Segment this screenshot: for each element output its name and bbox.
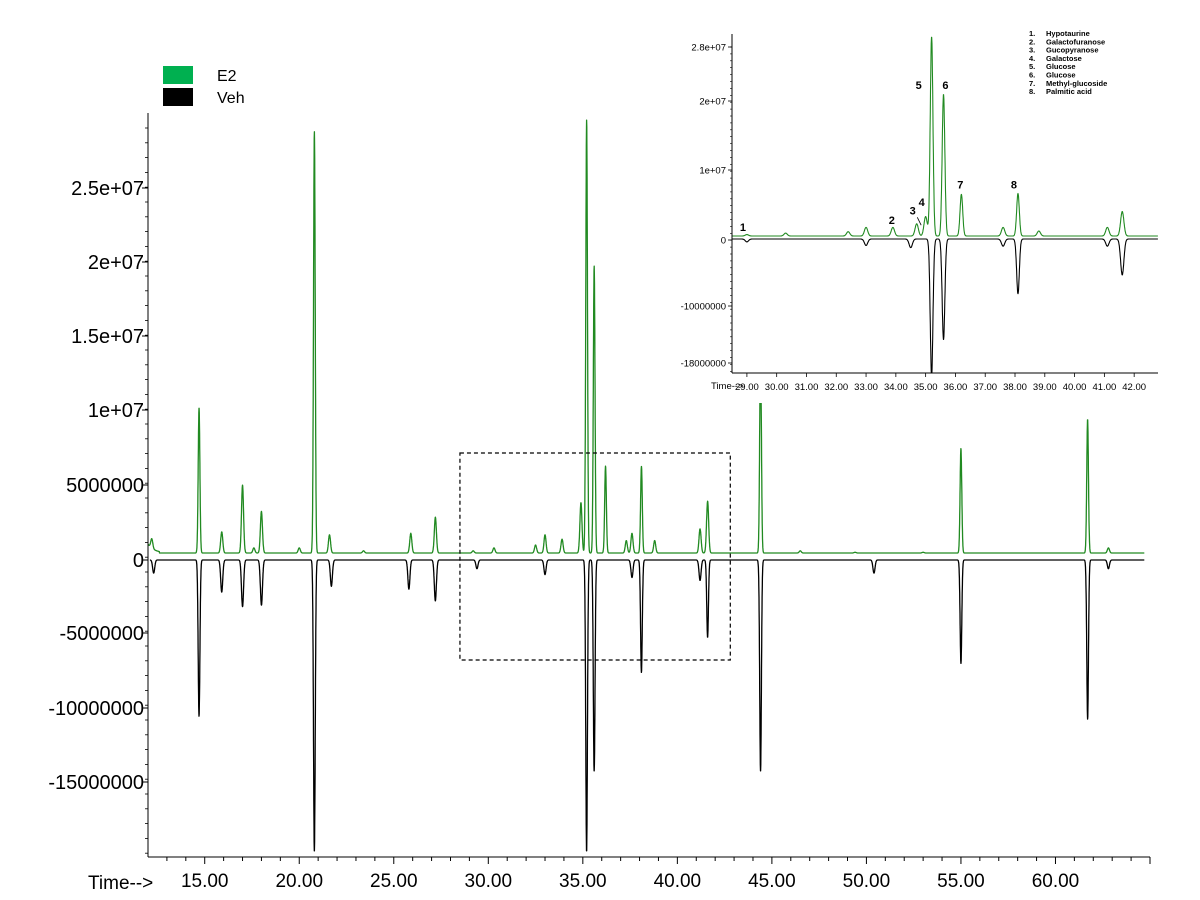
zoom-region-box [459,452,731,661]
inset-y-tick-label: -10000000 [681,302,726,313]
inset-x-tick-label: 30.00 [765,382,789,393]
legend: E2 Veh [163,66,245,107]
inset-x-tick-label: 38.00 [1003,382,1027,393]
inset-x-tick-label: 32.00 [824,382,848,393]
inset-y-tick-label: 2e+07 [699,97,726,108]
inset-x-tick-label: 42.00 [1122,382,1146,393]
inset-y-tick-label: 1e+07 [699,166,726,177]
inset-x-tick-label: 36.00 [944,382,968,393]
inset-x-tick-label: 37.00 [973,382,997,393]
legend-label: Veh [217,90,245,107]
y-tick-label: -10000000 [48,698,144,720]
peak-number-label: 6 [942,80,948,92]
inset-plot-area [732,36,1158,373]
y-tick-label: -5000000 [59,623,144,645]
compound-name: Methyl-glucoside [1046,79,1107,88]
compound-name: Galactose [1046,54,1082,63]
inset-y-tick-label: 2.8e+07 [691,43,726,54]
main-chart: 2.5e+07 2e+07 1.5e+07 1e+07 5000000 0 -5000000… [48,66,1151,894]
compound-name: Glucose [1046,71,1076,80]
y-tick-label: -15000000 [48,772,144,794]
compound-name: Galactofuranose [1046,37,1105,46]
y-tick-label: 1e+07 [88,400,144,422]
y-tick-label: 2.5e+07 [71,178,144,200]
x-tick-label: 45.00 [748,871,796,892]
peak-number-label: 7 [957,179,963,191]
peak-number-label: 5 [916,80,922,92]
inset-y-tick-label: -18000000 [681,359,726,370]
veh-trace [149,559,1145,852]
compound-number: 1. [1029,29,1035,38]
peak-number-label: 4 [919,197,926,209]
inset-x-tick-label: 39.00 [1033,382,1057,393]
peak-number-label: 1 [740,222,746,234]
inset-y-tick-label: 0 [721,236,726,247]
inset-veh-trace [732,238,1158,373]
compound-number: 7. [1029,79,1035,88]
x-tick-label: 30.00 [465,871,513,892]
inset-x-tick-label: 29.00 [735,382,759,393]
y-tick-label: 0 [133,550,144,572]
compound-number: 4. [1029,54,1035,63]
inset-x-tick-label: 34.00 [884,382,908,393]
compound-name: Glucose [1046,62,1076,71]
peak-number-label: 8 [1011,179,1017,191]
inset-x-tick-label: 35.00 [914,382,938,393]
inset-e2-trace [732,36,1158,237]
x-tick-label: 60.00 [1032,871,1080,892]
inset-x-tick-label: 31.00 [795,382,819,393]
compound-name: Gucopyranose [1046,46,1099,55]
compound-number: 8. [1029,87,1035,96]
x-tick-label: 15.00 [181,871,229,892]
inset-x-tick-label: 40.00 [1063,382,1087,393]
peak-number-label: 2 [889,215,895,227]
legend-swatch [163,66,193,84]
compound-number: 3. [1029,46,1035,55]
inset-background [677,18,1173,403]
x-tick-label: 40.00 [654,871,702,892]
y-tick-label: 2e+07 [88,252,144,274]
compound-name: Hypotaurine [1046,29,1090,38]
peak-3-leader [916,217,922,226]
inset-x-tick-label: 33.00 [854,382,878,393]
x-tick-label: 25.00 [370,871,418,892]
x-tick-label: 20.00 [275,871,323,892]
compound-name: Palmitic acid [1046,87,1092,96]
legend-label: E2 [217,68,237,85]
compound-number: 6. [1029,71,1035,80]
inset-chart: 2.8e+07 2e+07 1e+07 0 -10000000 -18000000 29.0… [677,18,1173,403]
compound-number: 5. [1029,62,1035,71]
inset-x-tick-label: 41.00 [1092,382,1116,393]
y-tick-label: 5000000 [66,475,144,497]
x-tick-label: 50.00 [843,871,891,892]
y-tick-label: 1.5e+07 [71,326,144,348]
legend-swatch [163,88,193,106]
peak-number-label: 3 [910,205,916,217]
inset-x-axis-label: Time--> [711,381,744,392]
x-axis-label: Time--> [88,873,153,894]
compound-legend: 1. Hypotaurine 2. Galactofuranose 3. Gucopyra… [1029,29,1107,96]
x-tick-label: 35.00 [559,871,607,892]
compound-number: 2. [1029,37,1035,46]
e2-trace [147,119,1145,554]
x-tick-label: 55.00 [937,871,985,892]
